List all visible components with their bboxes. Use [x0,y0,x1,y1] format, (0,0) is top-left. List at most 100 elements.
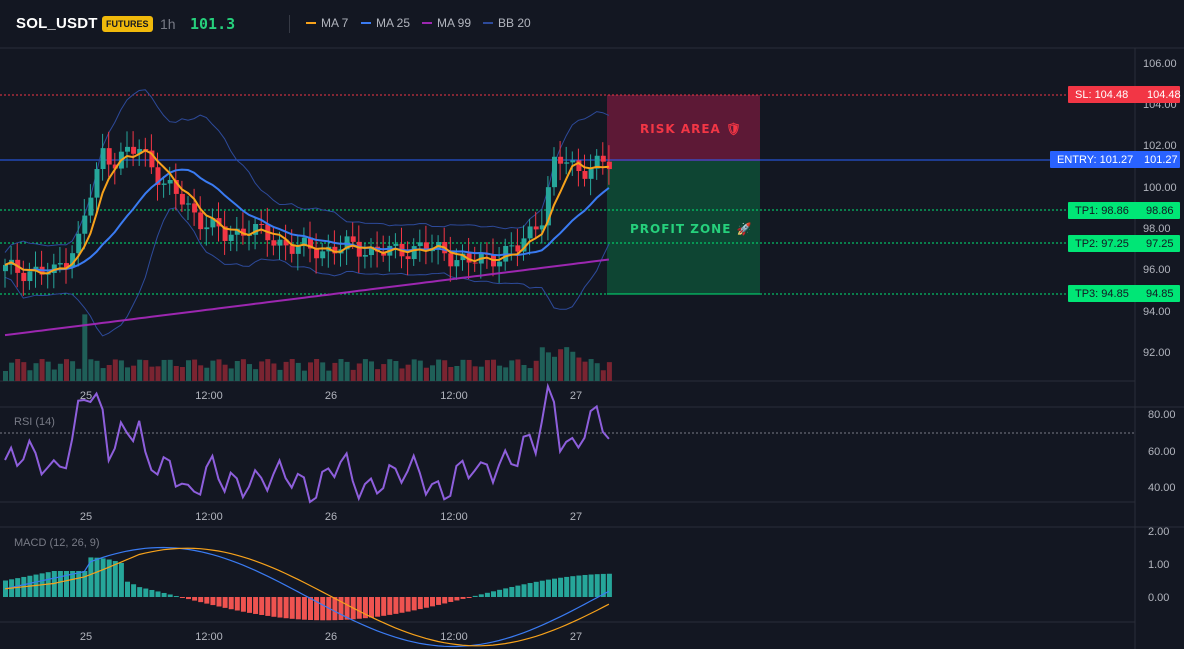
candle-body[interactable] [606,161,612,170]
candle-body[interactable] [521,238,527,252]
candle-body[interactable] [552,156,557,188]
volume-bar [15,359,21,381]
candle-body[interactable] [393,243,399,246]
candle-body[interactable] [405,256,411,260]
candle-body[interactable] [497,261,503,267]
volume-bar [45,361,51,381]
price-tick: 102.00 [1143,140,1177,152]
candle-body[interactable] [277,239,283,246]
candle-body[interactable] [186,203,191,205]
candle-body[interactable] [582,171,588,179]
candle-body[interactable] [3,264,8,272]
candle-body[interactable] [289,245,295,254]
candle-body[interactable] [271,240,277,246]
candle-body[interactable] [161,183,167,185]
candle-body[interactable] [417,242,423,247]
candle-body[interactable] [533,226,539,230]
candle-body[interactable] [539,225,545,230]
header-divider [289,15,290,33]
candle-body[interactable] [423,242,429,252]
candle-body[interactable] [64,263,69,268]
candle-body[interactable] [411,246,417,260]
candle-body[interactable] [240,228,246,236]
candle-body[interactable] [576,160,582,172]
candle-body[interactable] [112,164,118,169]
candle-body[interactable] [88,197,94,216]
candle-body[interactable] [234,228,240,235]
candle-body[interactable] [179,193,185,205]
candle-body[interactable] [466,253,472,263]
candle-body[interactable] [76,233,82,254]
candle-body[interactable] [594,155,600,169]
candle-body[interactable] [527,226,533,239]
legend-ma7[interactable]: MA 7 [306,16,348,30]
candle-body[interactable] [210,218,216,228]
candle-body[interactable] [320,251,326,259]
profit-zone[interactable] [607,161,760,294]
candle-body[interactable] [155,167,161,185]
candle-body[interactable] [308,237,313,249]
candle-body[interactable] [204,227,210,230]
candle-body[interactable] [558,156,564,164]
volume-bar [9,362,15,381]
candle-body[interactable] [27,271,33,282]
tp2-tag[interactable]: TP2: 97.25 97.25 [1068,235,1180,252]
candle-body[interactable] [131,146,137,154]
candle-body[interactable] [125,146,130,152]
candle-body[interactable] [509,245,515,247]
legend-ma25[interactable]: MA 25 [361,16,410,30]
sl-tag[interactable]: SL: 104.48 104.48 [1068,86,1181,103]
candle-body[interactable] [283,239,289,246]
candle-body[interactable] [301,237,307,247]
volume-bar [454,365,460,381]
volume-bar [57,363,63,381]
candle-body[interactable] [94,169,100,198]
tp1-tag[interactable]: TP1: 98.86 98.86 [1068,202,1180,219]
candle-body[interactable] [173,179,179,194]
candle-body[interactable] [356,241,362,257]
candle-body[interactable] [228,234,234,241]
candle-body[interactable] [51,264,57,274]
candle-body[interactable] [57,263,63,265]
legend-ma99[interactable]: MA 99 [422,16,471,30]
risk-area-zone[interactable] [607,95,760,161]
candle-body[interactable] [369,246,374,256]
candle-body[interactable] [259,223,265,225]
candle-body[interactable] [192,203,198,213]
candle-body[interactable] [362,255,368,257]
candle-body[interactable] [460,253,466,261]
candle-body[interactable] [100,148,106,170]
candle-body[interactable] [21,272,27,282]
candle-body[interactable] [350,236,356,242]
candle-body[interactable] [332,246,338,254]
legend-bb20[interactable]: BB 20 [483,16,531,30]
candle-body[interactable] [198,212,204,230]
candle-body[interactable] [545,187,551,226]
candle-body[interactable] [570,160,576,163]
candle-body[interactable] [222,226,228,241]
candle-body[interactable] [253,223,259,235]
candle-body[interactable] [564,162,570,164]
entry-tag[interactable]: ENTRY: 101.27 101.27 [1050,151,1180,168]
candle-body[interactable] [167,179,173,184]
volume-bar [588,359,594,381]
tp3-tag[interactable]: TP3: 94.85 94.85 [1068,285,1180,302]
symbol-name[interactable]: SOL_USDT [16,15,98,32]
candle-body[interactable] [600,155,606,162]
timeframe-selector[interactable]: 1h [160,16,176,32]
candle-body[interactable] [588,168,594,179]
candle-body[interactable] [106,148,112,165]
candle-body[interactable] [454,260,460,267]
candle-body[interactable] [515,245,521,252]
candle-body[interactable] [137,149,143,154]
tp2-tag-bg [1068,235,1180,252]
candle-body[interactable] [149,150,155,168]
candle-body[interactable] [295,246,301,254]
candle-body[interactable] [314,248,320,259]
candle-body[interactable] [70,253,76,268]
candle-body[interactable] [448,253,454,267]
candle-body[interactable] [472,262,478,264]
candle-body[interactable] [344,236,350,250]
candle-body[interactable] [82,215,88,234]
